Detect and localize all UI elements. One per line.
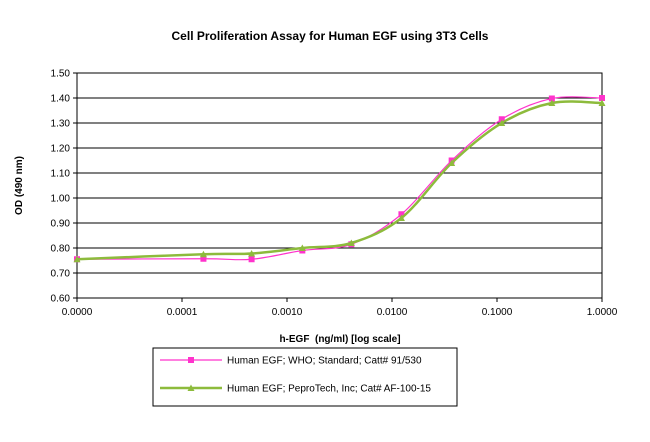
series-1-point: [548, 95, 555, 102]
series-2-point: [397, 214, 405, 221]
x-axis-label: h-EGF (ng/ml) [log scale]: [279, 334, 400, 345]
y-tick-label: 1.00: [51, 194, 71, 205]
y-tick-label: 0.80: [51, 244, 71, 255]
y-tick-label: 1.30: [51, 119, 71, 130]
y-tick-label: 1.50: [51, 69, 71, 80]
y-tick-label: 1.40: [51, 94, 71, 105]
y-tick-label: 1.20: [51, 144, 71, 155]
y-axis-label: OD (490 nm): [14, 156, 25, 215]
x-tick-label: 0.1000: [482, 307, 513, 318]
legend-label: Human EGF; PeproTech, Inc; Cat# AF-100-1…: [227, 384, 431, 395]
plot-area-frame: [76, 72, 603, 299]
y-tick-label: 0.90: [51, 219, 71, 230]
x-tick-label: 0.0000: [62, 307, 93, 318]
series-2: [73, 99, 606, 263]
series-1-point: [200, 255, 207, 262]
legend-swatch-marker: [188, 357, 194, 363]
series-2-point: [347, 239, 355, 246]
y-tick-label: 0.60: [51, 294, 71, 305]
series-2-point: [498, 119, 506, 126]
legend-label: Human EGF; WHO; Standard; Catt# 91/530: [227, 356, 422, 367]
y-tick-label: 1.10: [51, 169, 71, 180]
x-tick-label: 0.0001: [167, 307, 198, 318]
axis-ticks: 0.60 0.70 0.80 0.90 1.00 1.10 1.20 1.30 1.40 1.50…: [51, 69, 618, 319]
legend-entry-2: Human EGF; PeproTech, Inc; Cat# AF-100-1…: [160, 384, 431, 395]
series-1-point: [498, 116, 505, 123]
series-2-point: [248, 250, 256, 257]
series-2-point: [298, 244, 306, 251]
legend: Human EGF; WHO; Standard; Catt# 91/530 Hu…: [160, 356, 431, 395]
series-1-point: [398, 211, 405, 218]
x-tick-label: 0.0100: [377, 307, 408, 318]
series-1-point: [599, 95, 605, 101]
series-2-point: [448, 159, 456, 166]
chart-title: Cell Proliferation Assay for Human EGF u…: [172, 29, 489, 43]
legend-swatch-marker: [187, 384, 195, 391]
series: [73, 95, 606, 263]
x-tick-label: 1.0000: [587, 307, 618, 318]
series-2-point: [73, 255, 81, 263]
series-2-line: [76, 100, 603, 261]
series-1-point: [248, 256, 255, 263]
y-tick-label: 0.70: [51, 269, 71, 280]
series-2-point: [199, 250, 207, 258]
legend-box: [152, 347, 458, 407]
series-2-point: [548, 99, 556, 106]
series-2-point: [598, 99, 606, 106]
legend-entry-1: Human EGF; WHO; Standard; Catt# 91/530: [160, 356, 422, 367]
x-tick-label: 0.0010: [272, 307, 303, 318]
